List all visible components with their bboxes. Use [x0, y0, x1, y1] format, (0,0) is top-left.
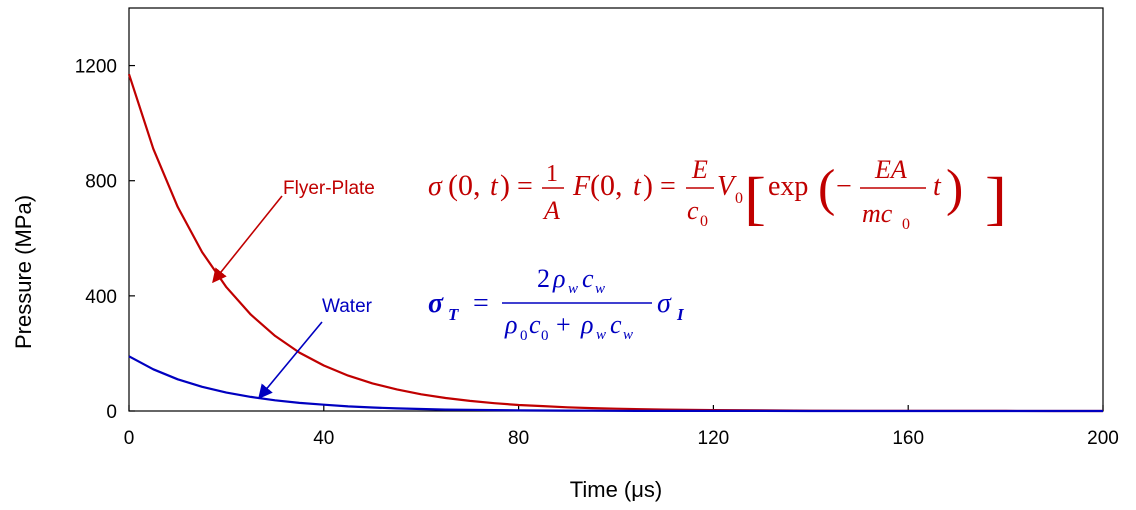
svg-text:c: c: [610, 310, 622, 339]
svg-text:[: [: [744, 165, 766, 231]
y-tick-label: 0: [106, 402, 117, 423]
svg-text:ρ: ρ: [580, 310, 593, 339]
svg-text:T: T: [448, 305, 459, 324]
svg-text:=: =: [473, 288, 489, 319]
svg-text:c: c: [529, 310, 541, 339]
plot-area: [128, 7, 1104, 412]
svg-text:0: 0: [902, 216, 910, 233]
y-axis-title: Pressure (MPa): [11, 195, 36, 349]
x-tick-label: 40: [313, 428, 334, 449]
x-tick-label: 0: [124, 428, 135, 449]
series-lines: [127, 73, 1103, 413]
svg-text:V: V: [717, 171, 737, 202]
svg-text:σ: σ: [428, 288, 444, 319]
svg-text:0: 0: [520, 328, 528, 344]
svg-text:): ): [946, 160, 963, 217]
svg-text:): ): [500, 169, 510, 202]
svg-text:mc: mc: [862, 199, 893, 228]
svg-text:ρ: ρ: [552, 264, 565, 293]
svg-text:−: −: [836, 171, 852, 202]
svg-text:t: t: [490, 171, 499, 202]
svg-text:w: w: [568, 281, 578, 297]
x-tick-label: 80: [508, 428, 529, 449]
svg-text:0: 0: [735, 190, 743, 207]
svg-text:2: 2: [537, 264, 550, 293]
svg-text:0: 0: [700, 213, 708, 230]
x-axis-title: Time (μs): [570, 477, 663, 502]
flyer-plate-callout-label: Flyer-Plate: [283, 178, 375, 199]
svg-text:F: F: [572, 171, 591, 202]
x-tick-label: 160: [892, 428, 924, 449]
svg-text:c: c: [687, 196, 699, 225]
y-tick-label: 1200: [75, 57, 117, 78]
svg-text:(0,: (0,: [590, 169, 623, 202]
svg-text:(0,: (0,: [448, 169, 481, 202]
water-equation: σ T = 2 ρ w c w ρ 0 c 0 + ρ w c w σ I: [428, 264, 685, 344]
svg-text:I: I: [676, 305, 685, 324]
svg-text:(: (: [818, 160, 835, 217]
svg-text:exp: exp: [768, 171, 808, 202]
water-callout-label: Water: [322, 296, 373, 317]
x-tick-label: 120: [698, 428, 730, 449]
svg-text:EA: EA: [874, 155, 907, 184]
svg-text:A: A: [542, 196, 560, 225]
series-line-water: [128, 355, 1103, 413]
svg-text:t: t: [933, 171, 942, 202]
svg-text:c: c: [582, 264, 594, 293]
water-callout-arrow: [258, 321, 323, 400]
svg-text:]: ]: [985, 165, 1007, 231]
svg-text:ρ: ρ: [504, 310, 517, 339]
flyer-plate-callout-arrow: [212, 195, 283, 284]
svg-text:σ: σ: [657, 288, 672, 319]
x-tick-label: 200: [1087, 428, 1119, 449]
y-tick-label: 400: [85, 287, 117, 308]
svg-text:w: w: [596, 327, 606, 343]
svg-text:E: E: [691, 155, 708, 184]
svg-text:w: w: [623, 327, 633, 343]
svg-text:+: +: [556, 310, 571, 339]
svg-text:1: 1: [546, 161, 558, 187]
svg-text:=: =: [517, 171, 533, 202]
svg-text:w: w: [595, 281, 605, 297]
svg-text:0: 0: [541, 328, 549, 344]
svg-text:σ: σ: [428, 171, 443, 202]
svg-text:=: =: [660, 171, 676, 202]
flyer-plate-equation: σ (0, t ) = 1 A F (0, t ) = E c 0 V 0 [ …: [428, 155, 1007, 233]
y-tick-label: 800: [85, 172, 117, 193]
svg-text:t: t: [633, 171, 642, 202]
svg-text:): ): [643, 169, 653, 202]
